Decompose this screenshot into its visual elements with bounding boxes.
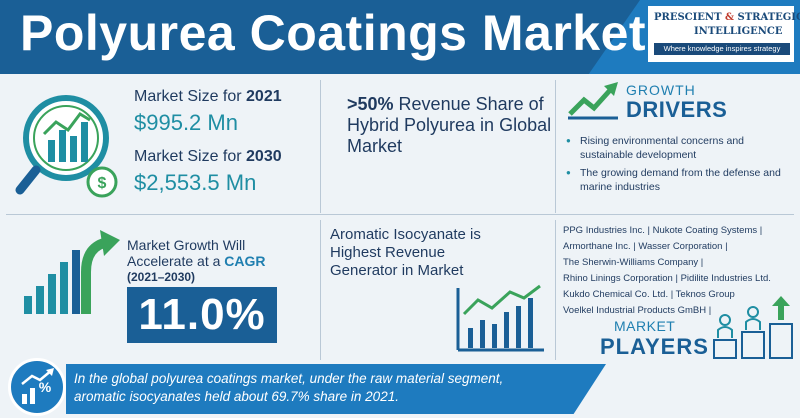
logo-text-line1: PRESCIENT & STRATEGIC (654, 12, 800, 23)
growth-bars-icon (24, 230, 120, 314)
cagr-line-2: Accelerate at a CAGR (127, 253, 266, 269)
divider-vertical-bottom-2 (555, 220, 556, 360)
svg-text:$: $ (98, 175, 107, 192)
logo-text-line2: INTELLIGENCE (694, 26, 783, 37)
hybrid-share-percent: >50% (347, 94, 394, 114)
drivers-title: DRIVERS (626, 97, 728, 122)
cagr-years: (2021–2030) (127, 270, 196, 284)
divider-vertical-bottom-1 (320, 220, 321, 360)
page-title: Polyurea Coatings Market (20, 5, 647, 61)
market-size-2030-label: Market Size for 2030 (134, 148, 282, 166)
header-title-band (0, 0, 640, 74)
divider-vertical-top-2 (555, 80, 556, 213)
svg-text:%: % (39, 379, 52, 395)
player-line: Kukdo Chemical Co. Ltd. | Teknos Group (563, 289, 735, 300)
footer-icon-circle (8, 358, 66, 416)
logo-tagline: Where knowledge inspires strategy (654, 43, 790, 55)
market-size-2030-value: $2,553.5 Mn (134, 170, 257, 195)
player-line: The Sherwin-Williams Company | (563, 257, 704, 268)
hybrid-share-text: >50% Revenue Share of Hybrid Polyurea in… (347, 94, 567, 157)
footer-statement: In the global polyurea coatings market, … (74, 371, 504, 404)
market-size-2021-year: 2021 (246, 88, 282, 105)
driver-item-2: The growing demand from the defense and … (566, 166, 790, 194)
divider-horizontal (6, 214, 794, 215)
player-line: Voelkel Industrial Products GmBH | (563, 305, 712, 316)
growth-arrow-icon (568, 82, 618, 120)
logo-ampersand: & (725, 12, 735, 23)
logo-word-prescient: PRESCIENT (654, 12, 722, 23)
market-size-2021-label: Market Size for 2021 (134, 88, 282, 106)
player-line: Armorthane Inc. | Wasser Corporation | (563, 241, 728, 252)
driver-item-1: Rising environmental concerns and sustai… (566, 134, 790, 162)
player-line: Rhino Linings Corporation | Pidilite Ind… (563, 273, 771, 284)
footer-band (66, 364, 606, 414)
cagr-highlight: CAGR (224, 253, 266, 269)
logo-word-strategic: STRATEGIC (737, 12, 800, 23)
market-size-2030-year: 2030 (246, 148, 282, 165)
players-list: PPG Industries Inc. | Nukote Coating Sys… (563, 223, 800, 319)
magnifier-chart-icon: $ (15, 95, 118, 198)
divider-vertical-top-1 (320, 80, 321, 213)
growth-label: GROWTH (626, 82, 696, 98)
cagr-value-badge: 11.0% (127, 287, 277, 343)
podium-people-icon (713, 296, 793, 359)
hybrid-share-description: Revenue Share of Hybrid Polyurea in Glob… (347, 94, 552, 156)
percent-growth-icon: % (21, 368, 54, 404)
player-line: PPG Industries Inc. | Nukote Coating Sys… (563, 225, 763, 236)
cagr-line-1: Market Growth Will (127, 237, 246, 253)
cagr-line-2-prefix: Accelerate at a (127, 253, 225, 269)
market-size-2021-value: $995.2 Mn (134, 110, 238, 135)
market-label: MARKET (614, 318, 676, 334)
aromatic-isocyanate-text: Aromatic Isocyanate is Highest Revenue G… (330, 226, 481, 279)
players-title: PLAYERS (600, 334, 709, 359)
market-size-2021-prefix: Market Size for (134, 88, 247, 105)
market-size-2030-prefix: Market Size for (134, 148, 247, 165)
rising-chart-icon (456, 284, 544, 352)
